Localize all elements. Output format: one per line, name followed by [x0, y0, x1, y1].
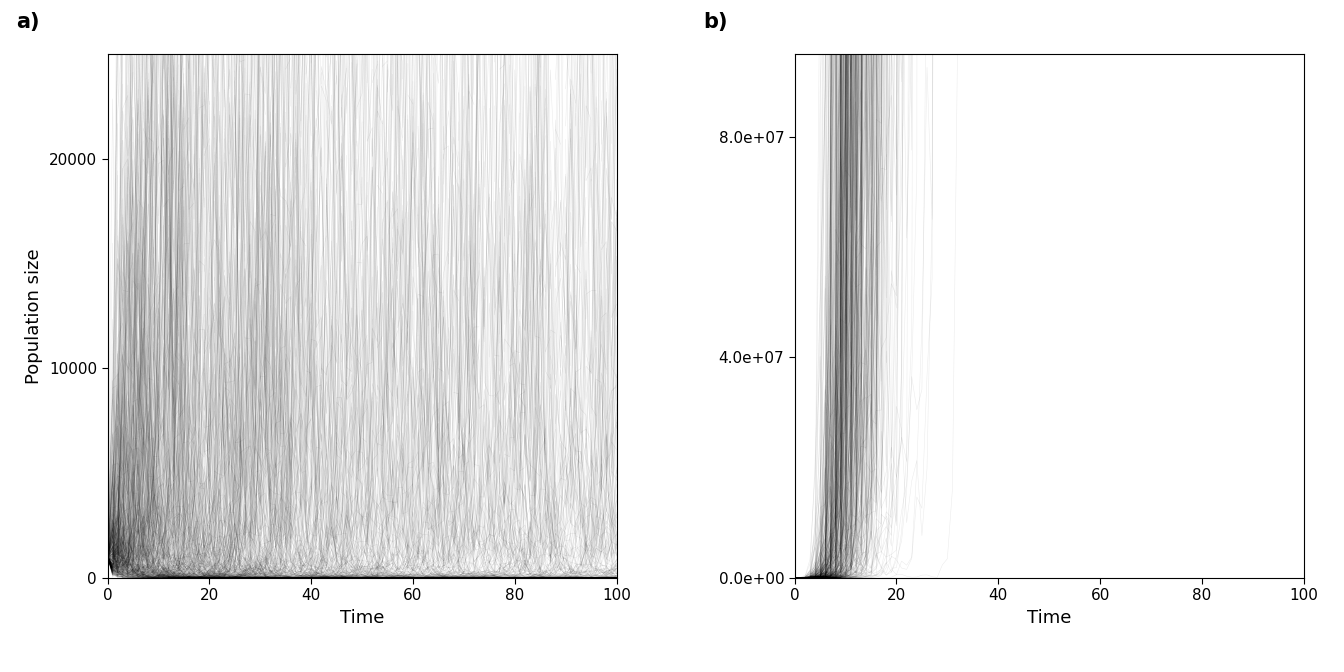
X-axis label: Time: Time: [340, 609, 384, 627]
Y-axis label: Population size: Population size: [26, 248, 43, 384]
Text: b): b): [703, 12, 727, 32]
X-axis label: Time: Time: [1027, 609, 1071, 627]
Text: a): a): [16, 12, 39, 32]
